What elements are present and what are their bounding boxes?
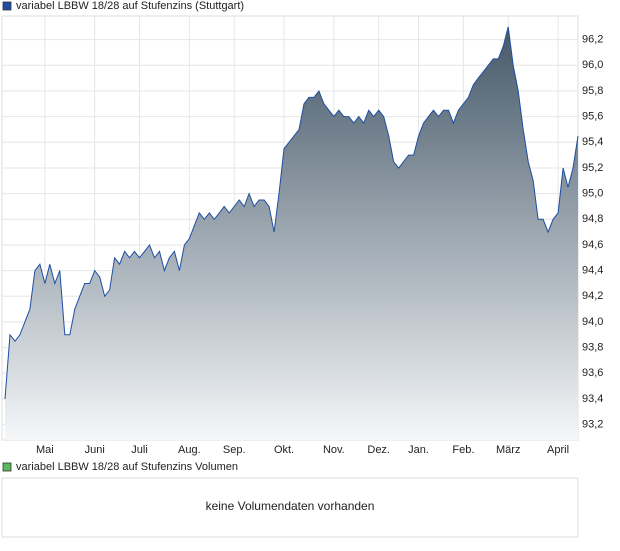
y-tick-label: 94,8 — [582, 213, 603, 225]
y-tick-label: 95,8 — [582, 85, 603, 97]
y-tick-label: 94,0 — [582, 316, 603, 328]
y-tick-label: 93,6 — [582, 367, 603, 379]
y-tick-label: 95,6 — [582, 111, 603, 123]
y-tick-label: 94,2 — [582, 290, 603, 302]
x-tick-label: Jan. — [408, 444, 429, 456]
y-tick-label: 95,2 — [582, 162, 603, 174]
volume-note: keine Volumendaten vorhanden — [206, 499, 375, 513]
legend-label: variabel LBBW 18/28 auf Stufenzins Volum… — [16, 461, 238, 473]
x-tick-label: Aug. — [178, 444, 201, 456]
x-tick-label: Nov. — [323, 444, 345, 456]
line — [4, 26, 579, 399]
x-tick-label: April — [547, 444, 569, 456]
x-tick-label: Feb. — [452, 444, 474, 456]
y-tick-label: 94,6 — [582, 239, 603, 251]
y-tick-label: 93,4 — [582, 393, 603, 405]
x-tick-label: Juli — [131, 444, 148, 456]
legend-swatch — [2, 1, 12, 11]
y-tick-label: 96,2 — [582, 34, 603, 46]
x-tick-label: Okt. — [274, 444, 294, 456]
legend-swatch — [2, 462, 12, 472]
legend-label: variabel LBBW 18/28 auf Stufenzins (Stut… — [16, 0, 244, 12]
x-tick-label: Juni — [85, 444, 105, 456]
volume-frame — [1, 477, 579, 538]
y-tick-label: 96,0 — [582, 59, 603, 71]
y-tick-label: 93,2 — [582, 419, 603, 431]
y-tick-label: 95,4 — [582, 136, 603, 148]
area — [5, 26, 578, 441]
y-tick-label: 94,4 — [582, 265, 603, 277]
x-tick-label: Dez. — [367, 444, 390, 456]
x-tick-label: März — [496, 444, 520, 456]
y-tick-label: 93,8 — [582, 342, 603, 354]
x-tick-label: Mai — [36, 444, 54, 456]
x-tick-label: Sep. — [223, 444, 246, 456]
y-tick-label: 95,0 — [582, 188, 603, 200]
